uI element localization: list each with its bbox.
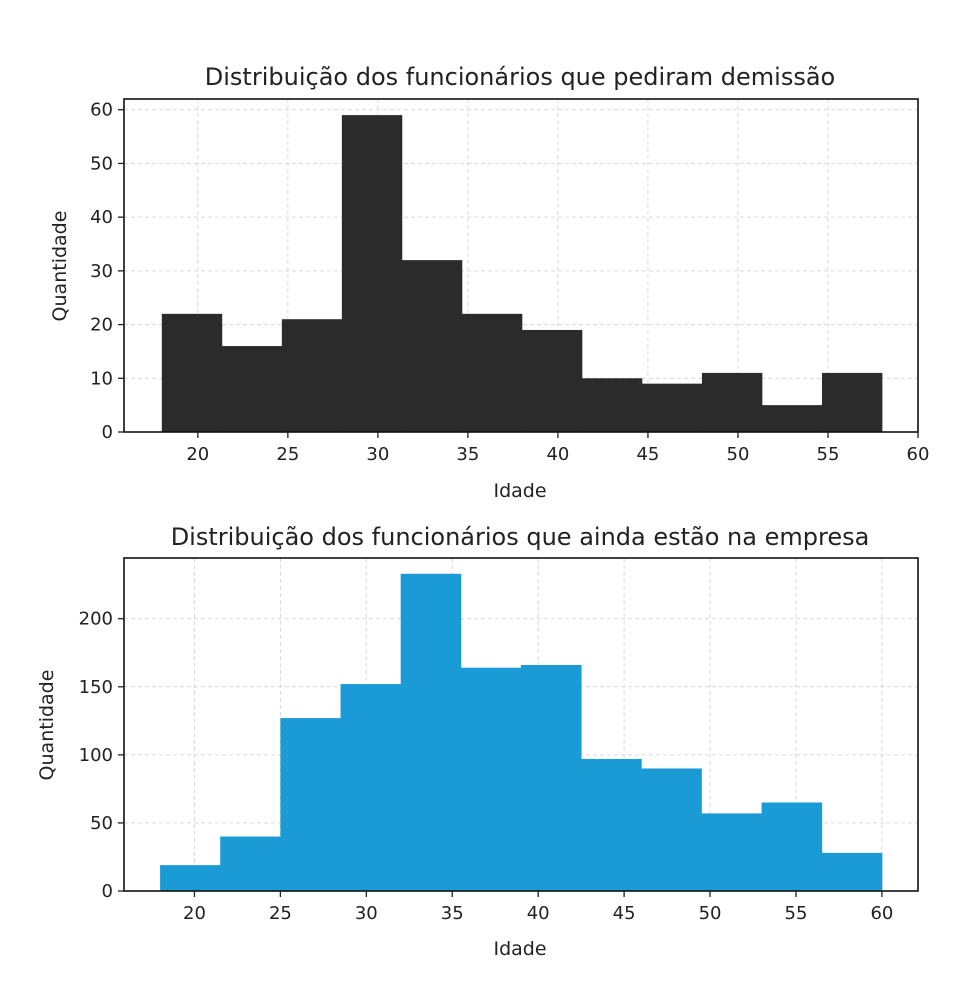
- histogram-bar: [340, 684, 402, 891]
- y-tick-label: 150: [79, 677, 113, 698]
- x-tick-label: 35: [441, 903, 464, 924]
- y-axis-label: Quantidade: [49, 211, 71, 322]
- y-tick-label: 50: [90, 813, 113, 834]
- x-tick-label: 60: [870, 903, 893, 924]
- histogram-ativos: Distribuição dos funcionários que ainda …: [36, 523, 919, 960]
- plot-frame: [123, 557, 919, 892]
- x-tick-label: 20: [186, 444, 209, 465]
- histogram-bar: [641, 383, 703, 432]
- y-tick-label: 100: [79, 745, 113, 766]
- y-tick-label: 60: [90, 100, 113, 121]
- histogram-bar: [341, 115, 403, 432]
- histogram-bar: [521, 329, 583, 432]
- x-tick-label: 25: [276, 444, 299, 465]
- y-tick-label: 10: [90, 368, 113, 389]
- histogram-bar: [641, 768, 702, 891]
- histogram-bar: [220, 836, 281, 891]
- chart-title: Distribuição dos funcionários que pedira…: [205, 63, 835, 91]
- x-tick-label: 45: [613, 903, 636, 924]
- x-tick-label: 60: [907, 444, 930, 465]
- y-tick-label: 0: [102, 881, 113, 902]
- x-tick-label: 25: [269, 903, 292, 924]
- histogram-bar: [581, 378, 643, 432]
- histogram-demissao: Distribuição dos funcionários que pedira…: [49, 63, 929, 502]
- histogram-bar: [521, 665, 582, 891]
- x-ticks: 20 25 30 35 40 45 50 55 60: [186, 432, 929, 465]
- histogram-bar: [701, 372, 763, 432]
- histogram-bar: [821, 852, 883, 891]
- histogram-bar: [160, 865, 221, 891]
- x-tick-label: 50: [727, 444, 750, 465]
- histogram-bar: [400, 573, 462, 891]
- x-tick-label: 55: [817, 444, 840, 465]
- plot-frame: [123, 98, 919, 433]
- histogram-bar: [761, 405, 823, 432]
- bars: [161, 115, 883, 432]
- histogram-bar: [581, 758, 642, 891]
- y-tick-label: 200: [79, 609, 113, 630]
- y-ticks: 0 50 100 150 200: [79, 609, 124, 902]
- histogram-bar: [280, 718, 341, 891]
- histogram-bar: [460, 667, 522, 891]
- x-tick-label: 30: [355, 903, 378, 924]
- x-tick-label: 45: [636, 444, 659, 465]
- histogram-bar: [821, 372, 883, 432]
- histogram-bar: [401, 260, 463, 432]
- histogram-bar: [221, 346, 283, 432]
- histogram-bar: [461, 313, 523, 432]
- chart-title: Distribuição dos funcionários que ainda …: [171, 523, 870, 551]
- y-tick-label: 30: [90, 261, 113, 282]
- histogram-bar: [161, 313, 223, 432]
- x-tick-label: 55: [785, 903, 808, 924]
- x-tick-label: 50: [699, 903, 722, 924]
- x-tick-label: 40: [546, 444, 569, 465]
- x-ticks: 20 25 30 35 40 45 50 55 60: [183, 891, 893, 924]
- histogram-bar: [761, 802, 823, 891]
- y-axis-label: Quantidade: [36, 670, 58, 781]
- x-axis-label: Idade: [493, 480, 546, 502]
- x-tick-label: 35: [456, 444, 479, 465]
- histogram-bar: [701, 813, 763, 891]
- y-tick-label: 40: [90, 207, 113, 228]
- x-tick-label: 40: [527, 903, 550, 924]
- y-tick-label: 0: [102, 422, 113, 443]
- x-tick-label: 20: [183, 903, 206, 924]
- x-axis-label: Idade: [493, 938, 546, 960]
- bars: [160, 573, 883, 891]
- y-tick-label: 20: [90, 315, 113, 336]
- x-tick-label: 30: [366, 444, 389, 465]
- histogram-bar: [281, 319, 343, 432]
- y-tick-label: 50: [90, 153, 113, 174]
- y-ticks: 0 10 20 30 40 50 60: [90, 100, 124, 443]
